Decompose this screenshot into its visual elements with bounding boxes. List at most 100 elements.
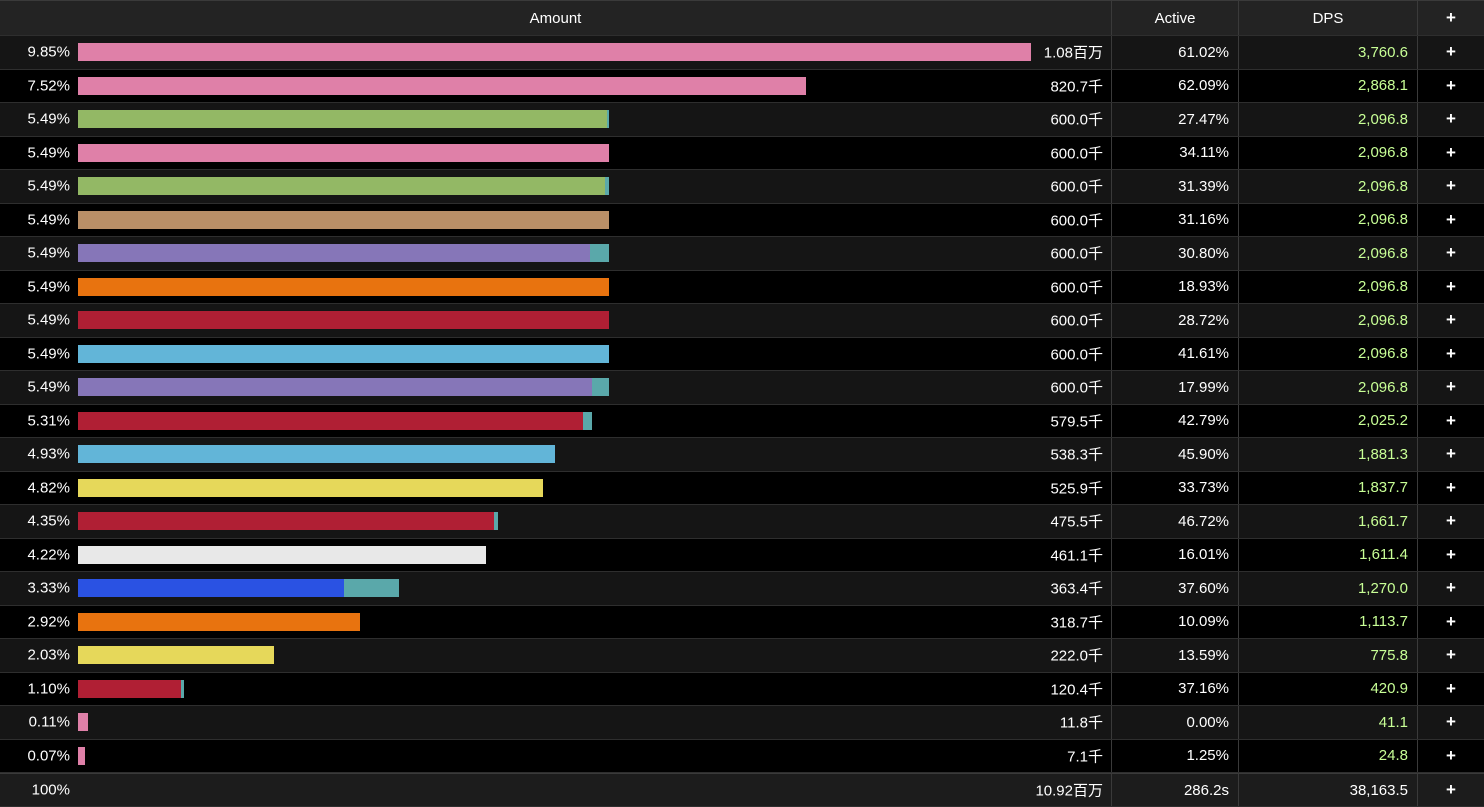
row-expand-button[interactable]: + xyxy=(1417,36,1484,69)
table-row[interactable]: 5.31% 579.5千 42.79% 2,025.2 + xyxy=(0,404,1484,438)
table-row[interactable]: 5.49% 600.0千 34.11% 2,096.8 + xyxy=(0,136,1484,170)
row-active: 16.01% xyxy=(1111,538,1238,571)
amount-bar xyxy=(78,612,361,631)
row-expand-button[interactable]: + xyxy=(1417,270,1484,303)
row-amount: 579.5千 xyxy=(1050,413,1103,431)
table-row[interactable]: 3.33% 363.4千 37.60% 1,270.0 + xyxy=(0,572,1484,606)
table-row[interactable]: 4.82% 525.9千 33.73% 1,837.7 + xyxy=(0,471,1484,505)
amount-bar-secondary-fill xyxy=(606,110,609,129)
row-amount: 600.0千 xyxy=(1050,346,1103,364)
amount-bar xyxy=(78,43,1031,62)
table-row[interactable]: 5.49% 600.0千 17.99% 2,096.8 + xyxy=(0,371,1484,405)
row-amount: 363.4千 xyxy=(1050,580,1103,598)
amount-bar-secondary-fill xyxy=(589,244,609,263)
amount-bar-fill xyxy=(78,713,89,732)
amount-bar-fill xyxy=(78,679,181,698)
table-row[interactable]: 5.49% 600.0千 31.39% 2,096.8 + xyxy=(0,170,1484,204)
row-percent: 4.22% xyxy=(27,546,70,564)
row-expand-button[interactable]: + xyxy=(1417,672,1484,705)
table-row[interactable]: 2.92% 318.7千 10.09% 1,113.7 + xyxy=(0,605,1484,639)
row-expand-button[interactable]: + xyxy=(1417,203,1484,236)
amount-bar xyxy=(78,646,275,665)
row-expand-button[interactable]: + xyxy=(1417,505,1484,538)
row-active: 61.02% xyxy=(1111,36,1238,69)
amount-bar-fill xyxy=(78,244,590,263)
row-dps: 2,096.8 xyxy=(1238,136,1417,169)
row-expand-button[interactable]: + xyxy=(1417,170,1484,203)
amount-bar xyxy=(78,244,609,263)
row-dps: 2,025.2 xyxy=(1238,404,1417,437)
amount-cell: 4.82% 525.9千 xyxy=(0,472,1111,505)
amount-bar-fill xyxy=(78,545,486,564)
row-amount: 600.0千 xyxy=(1050,212,1103,230)
row-expand-button[interactable]: + xyxy=(1417,304,1484,337)
row-expand-button[interactable]: + xyxy=(1417,371,1484,404)
amount-bar-fill xyxy=(78,579,344,598)
amount-bar-fill xyxy=(78,411,584,430)
row-percent: 2.03% xyxy=(27,646,70,664)
table-row[interactable]: 0.11% 11.8千 0.00% 41.1 + xyxy=(0,706,1484,740)
total-amount-cell: 100% 10.92百万 xyxy=(0,774,1111,806)
amount-bar-fill xyxy=(78,746,85,765)
amount-cell: 4.35% 475.5千 xyxy=(0,505,1111,538)
dps-column-header[interactable]: DPS xyxy=(1238,1,1417,35)
table-row[interactable]: 9.85% 1.08百万 61.02% 3,760.6 + xyxy=(0,36,1484,70)
row-expand-button[interactable]: + xyxy=(1417,438,1484,471)
row-expand-button[interactable]: + xyxy=(1417,103,1484,136)
row-dps: 2,868.1 xyxy=(1238,69,1417,102)
row-expand-button[interactable]: + xyxy=(1417,538,1484,571)
table-row[interactable]: 5.49% 600.0千 41.61% 2,096.8 + xyxy=(0,337,1484,371)
table-row[interactable]: 7.52% 820.7千 62.09% 2,868.1 + xyxy=(0,69,1484,103)
row-expand-button[interactable]: + xyxy=(1417,639,1484,672)
amount-bar-fill xyxy=(78,512,495,531)
row-active: 18.93% xyxy=(1111,270,1238,303)
amount-bar xyxy=(78,746,85,765)
total-amount: 10.92百万 xyxy=(1035,782,1103,800)
row-dps: 2,096.8 xyxy=(1238,337,1417,370)
amount-cell: 5.49% 600.0千 xyxy=(0,103,1111,136)
row-percent: 0.07% xyxy=(27,747,70,765)
active-column-header[interactable]: Active xyxy=(1111,1,1238,35)
amount-bar-secondary-fill xyxy=(343,579,400,598)
table-row[interactable]: 1.10% 120.4千 37.16% 420.9 + xyxy=(0,672,1484,706)
table-row[interactable]: 2.03% 222.0千 13.59% 775.8 + xyxy=(0,639,1484,673)
total-expand-button[interactable]: + xyxy=(1417,774,1484,806)
row-expand-button[interactable]: + xyxy=(1417,69,1484,102)
amount-column-header[interactable]: Amount xyxy=(529,9,582,27)
row-expand-button[interactable]: + xyxy=(1417,404,1484,437)
amount-bar-fill xyxy=(78,110,607,129)
amount-bar-fill xyxy=(78,612,361,631)
row-expand-button[interactable]: + xyxy=(1417,739,1484,772)
amount-bar xyxy=(78,277,609,296)
table-row[interactable]: 5.49% 600.0千 18.93% 2,096.8 + xyxy=(0,270,1484,304)
amount-bar xyxy=(78,143,609,162)
amount-bar-secondary-fill xyxy=(583,411,592,430)
row-active: 31.39% xyxy=(1111,170,1238,203)
row-active: 0.00% xyxy=(1111,706,1238,739)
row-amount: 600.0千 xyxy=(1050,178,1103,196)
amount-bar-fill xyxy=(78,76,807,95)
amount-bar xyxy=(78,76,807,95)
table-row[interactable]: 0.07% 7.1千 1.25% 24.8 + xyxy=(0,739,1484,773)
row-expand-button[interactable]: + xyxy=(1417,471,1484,504)
table-row[interactable]: 4.93% 538.3千 45.90% 1,881.3 + xyxy=(0,438,1484,472)
row-amount: 600.0千 xyxy=(1050,111,1103,129)
add-column-button[interactable]: + xyxy=(1417,1,1484,35)
row-expand-button[interactable]: + xyxy=(1417,337,1484,370)
row-percent: 5.31% xyxy=(27,412,70,430)
row-expand-button[interactable]: + xyxy=(1417,136,1484,169)
table-row[interactable]: 5.49% 600.0千 31.16% 2,096.8 + xyxy=(0,203,1484,237)
table-row[interactable]: 5.49% 600.0千 28.72% 2,096.8 + xyxy=(0,304,1484,338)
table-row[interactable]: 5.49% 600.0千 30.80% 2,096.8 + xyxy=(0,237,1484,271)
row-percent: 5.49% xyxy=(27,378,70,396)
total-dps: 38,163.5 xyxy=(1238,774,1417,806)
table-row[interactable]: 5.49% 600.0千 27.47% 2,096.8 + xyxy=(0,103,1484,137)
amount-bar-secondary-fill xyxy=(591,378,609,397)
row-expand-button[interactable]: + xyxy=(1417,605,1484,638)
row-expand-button[interactable]: + xyxy=(1417,237,1484,270)
row-expand-button[interactable]: + xyxy=(1417,706,1484,739)
row-expand-button[interactable]: + xyxy=(1417,572,1484,605)
table-row[interactable]: 4.35% 475.5千 46.72% 1,661.7 + xyxy=(0,505,1484,539)
row-amount: 318.7千 xyxy=(1050,614,1103,632)
table-row[interactable]: 4.22% 461.1千 16.01% 1,611.4 + xyxy=(0,538,1484,572)
